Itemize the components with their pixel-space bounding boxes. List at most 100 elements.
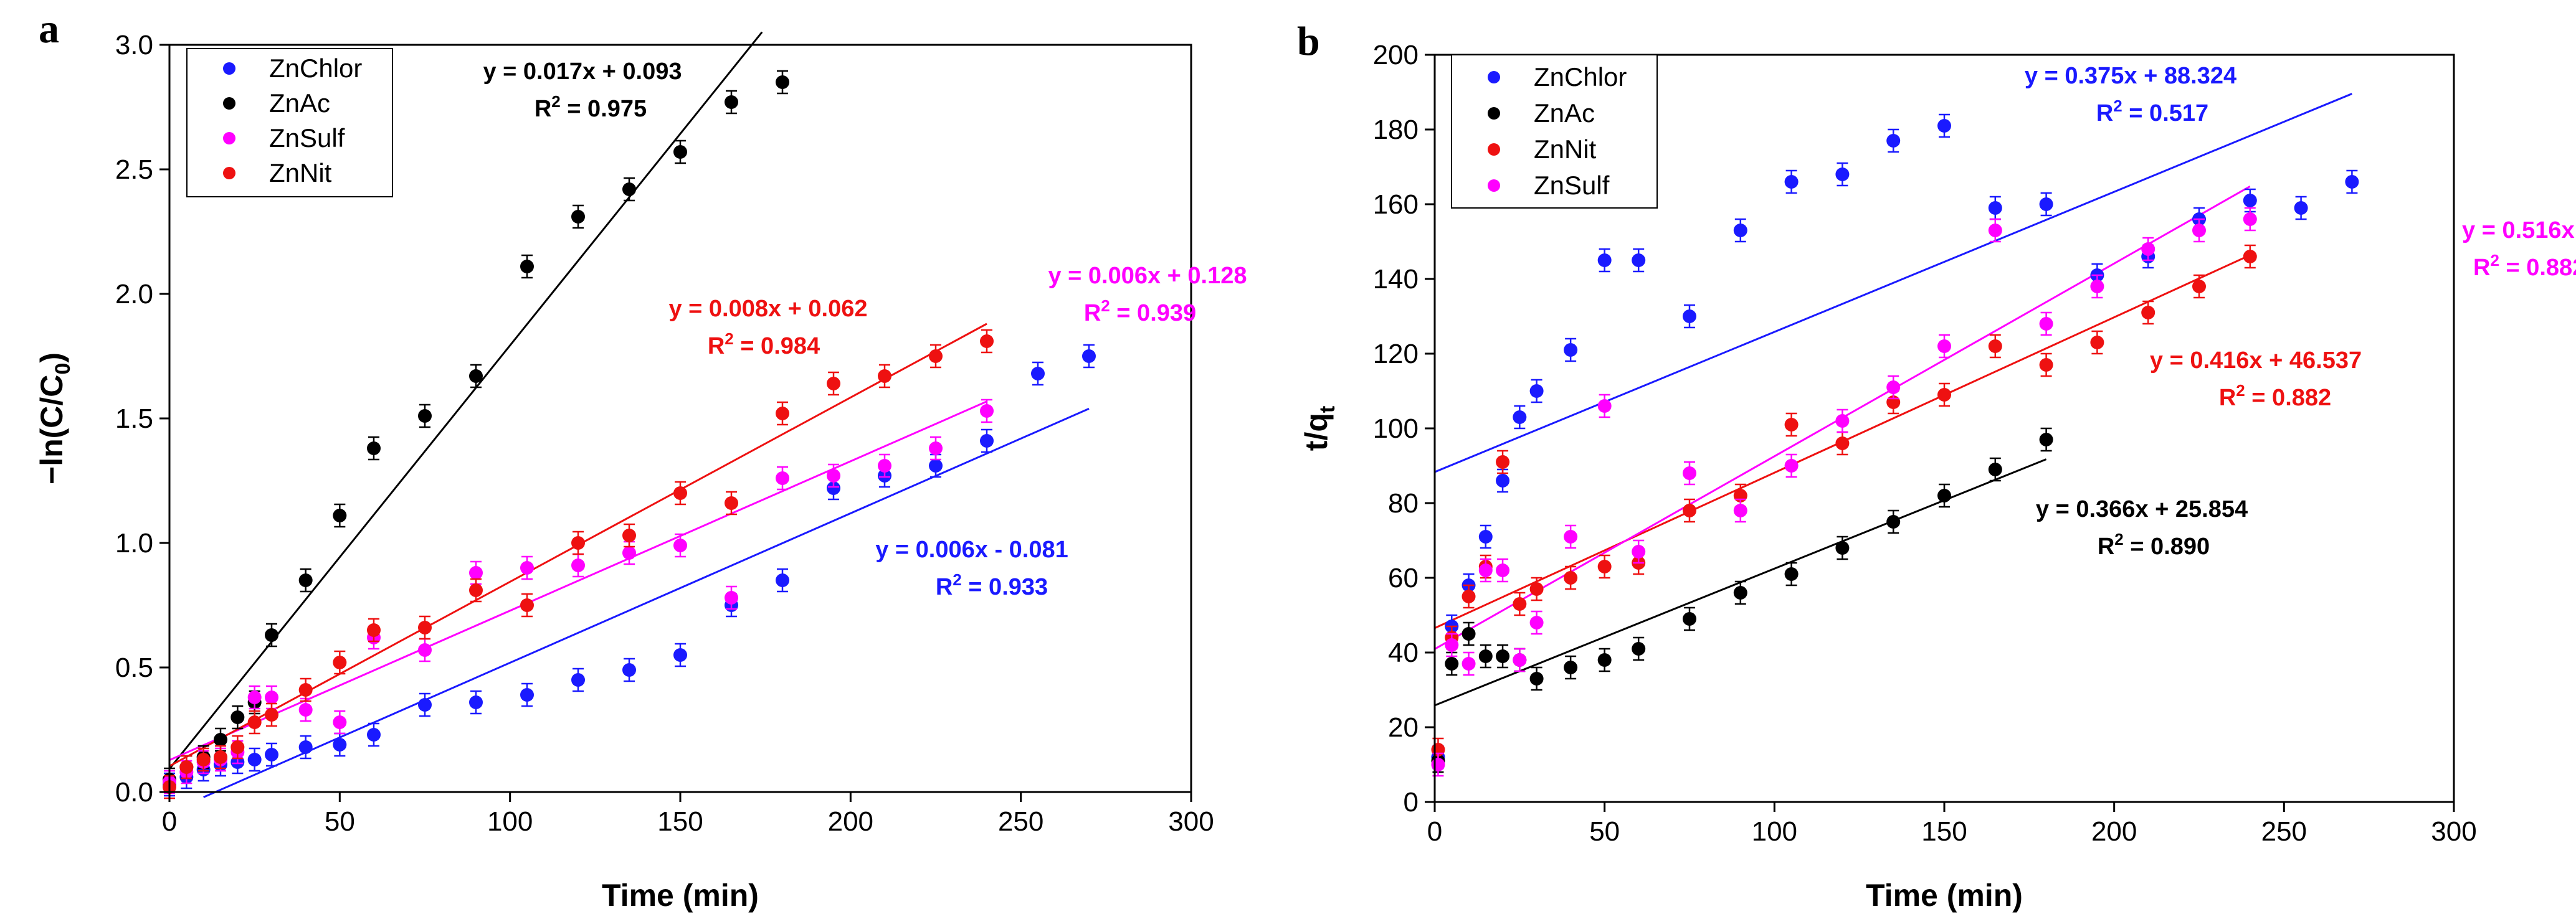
data-point-marker (2141, 306, 2155, 319)
data-point-marker (247, 691, 262, 704)
panel-a-point-znchlor (1031, 361, 1045, 386)
panel-b-r2-znsulf: R2 = 0.882 (2473, 251, 2576, 281)
panel-b-marks (1431, 93, 2359, 777)
panel-b-point-znsulf (1937, 334, 1951, 359)
panel-b-point-znsulf (2039, 311, 2053, 336)
data-point-marker (1529, 384, 1544, 398)
data-point-marker (1564, 661, 1578, 674)
panel-a-annotation-znac: y = 0.017x + 0.093 R2 = 0.975 (483, 59, 682, 122)
data-point-marker (265, 628, 278, 642)
data-point-marker (214, 750, 227, 764)
data-point-marker (265, 691, 278, 704)
panel-b-r2-znnit-value: = 0.882 (2245, 385, 2331, 411)
data-point-marker (725, 95, 738, 109)
panel-b-equation-znac: y = 0.366x + 25.854 (2036, 496, 2248, 522)
panel-a-point-znac (469, 364, 483, 389)
data-point-marker (929, 349, 943, 363)
panel-a-y-axis-title-text: −ln(C/C0) (34, 352, 75, 484)
panel-b-y-tick-label-5: 100 (1373, 413, 1419, 444)
panel-a-x-tick-label-100: 100 (487, 806, 533, 837)
panel-b-y-tick-label-10: 200 (1373, 40, 1419, 70)
data-point-marker (1835, 541, 1850, 555)
data-point-marker (1835, 167, 1850, 181)
panel-b-r2-znsulf-value: = 0.882 (2499, 255, 2576, 281)
panel-a-legend-marker-znsulf (223, 132, 235, 144)
data-point-marker (2090, 336, 2104, 349)
data-point-marker (929, 459, 943, 473)
data-point-marker (1988, 201, 2002, 215)
panel-b-legend: ZnChlor ZnAc ZnNit ZnSulf (1451, 54, 1658, 209)
panel-b-point-znac (1632, 636, 1646, 661)
data-point-marker (2294, 201, 2308, 215)
panel-a-axes: 0 50 100 150 200 250 300 0.0 0.5 1.0 1.5 2.0 2.5 3.0 (115, 30, 1214, 837)
panel-b-equation-znsulf: y = 0.516x + 40.934 (2462, 217, 2576, 243)
panel-b-legend-marker-znnit (1488, 143, 1500, 156)
panel-b-point-znsulf (2141, 237, 2155, 262)
panel-a-point-znsulf (622, 540, 636, 565)
panel-a-r2-znac-label: R (535, 96, 551, 122)
data-point-marker (725, 591, 738, 605)
panel-a-point-znnit (827, 371, 840, 396)
data-point-marker (776, 573, 789, 587)
panel-b-point-znchlor (1513, 405, 1527, 430)
panel-b-equation-znchlor: y = 0.375x + 88.324 (2025, 63, 2236, 89)
data-point-marker (1597, 560, 1612, 573)
data-point-marker (418, 643, 432, 657)
panel-b-x-tick-label-200: 200 (2091, 816, 2137, 847)
panel-b-r2-znnit-label: R (2219, 385, 2236, 411)
panel-b-annotation-znnit: y = 0.416x + 46.537 R2 = 0.882 (2150, 347, 2362, 411)
panel-b-point-znchlor (2345, 169, 2359, 194)
data-point-marker (1683, 504, 1696, 517)
panel-b-point-znnit (2243, 244, 2257, 269)
panel-a-point-znchlor (673, 643, 687, 667)
panel-a-point-znac (418, 403, 432, 428)
data-point-marker (1597, 399, 1612, 413)
panel-b-point-znac (1988, 457, 2002, 482)
panel-a-y-title-sub: 0 (51, 363, 75, 375)
data-point-marker (1683, 466, 1696, 480)
panel-a-point-znchlor (333, 732, 347, 757)
data-point-marker (1478, 563, 1493, 577)
data-point-marker (929, 441, 943, 455)
panel-a-y-tick-label-1: 0.5 (115, 653, 153, 683)
panel-a-legend-marker-znchlor (223, 62, 235, 75)
panel-b-point-znchlor (1683, 304, 1696, 329)
panel-b-annotation-znsulf: y = 0.516x + 40.934 R2 = 0.882 (2462, 217, 2576, 281)
panel-b-point-znsulf (2090, 274, 2104, 299)
panel-b-legend-box (1451, 54, 1658, 209)
panel-b-point-znchlor (1886, 128, 1901, 153)
data-point-marker (1478, 649, 1493, 663)
panel-a-point-znnit (333, 650, 347, 675)
panel-b-point-znnit (2141, 300, 2155, 325)
data-point-marker (469, 566, 483, 580)
panel-b-point-znsulf (2192, 218, 2206, 243)
data-point-marker (2243, 212, 2257, 226)
data-point-marker (776, 471, 789, 485)
panel-b-x-tick-label-100: 100 (1752, 816, 1797, 847)
panel-b-point-znchlor (2039, 192, 2053, 217)
panel-b-annotation-znchlor: y = 0.375x + 88.324 R2 = 0.517 (2025, 63, 2236, 126)
panel-a-legend-box (186, 48, 393, 197)
data-point-marker (673, 539, 687, 552)
data-point-marker (776, 407, 789, 420)
panel-b-point-znnit (1564, 565, 1578, 590)
data-point-marker (2243, 250, 2257, 263)
data-point-marker (1564, 343, 1578, 357)
data-point-marker (1784, 567, 1799, 581)
data-point-marker (878, 369, 891, 383)
panel-b-point-znsulf (1564, 524, 1578, 549)
panel-b-y-tick-label-6: 120 (1373, 339, 1419, 369)
panel-b-point-znnit (1529, 577, 1544, 601)
data-point-marker (571, 536, 585, 550)
data-point-marker (265, 748, 278, 761)
panel-a-annotation-znsulf: y = 0.006x + 0.128 R2 = 0.939 (1048, 263, 1247, 326)
panel-b-y-axis-title: t/qt (1299, 406, 1339, 451)
panel-a-point-znsulf (418, 638, 432, 662)
data-point-marker (1988, 339, 2002, 353)
panel-b-x-tick-label-250: 250 (2261, 816, 2307, 847)
panel-a-point-znnit (929, 344, 943, 369)
panel-b-point-znnit (1496, 450, 1510, 474)
data-point-marker (1529, 616, 1544, 629)
